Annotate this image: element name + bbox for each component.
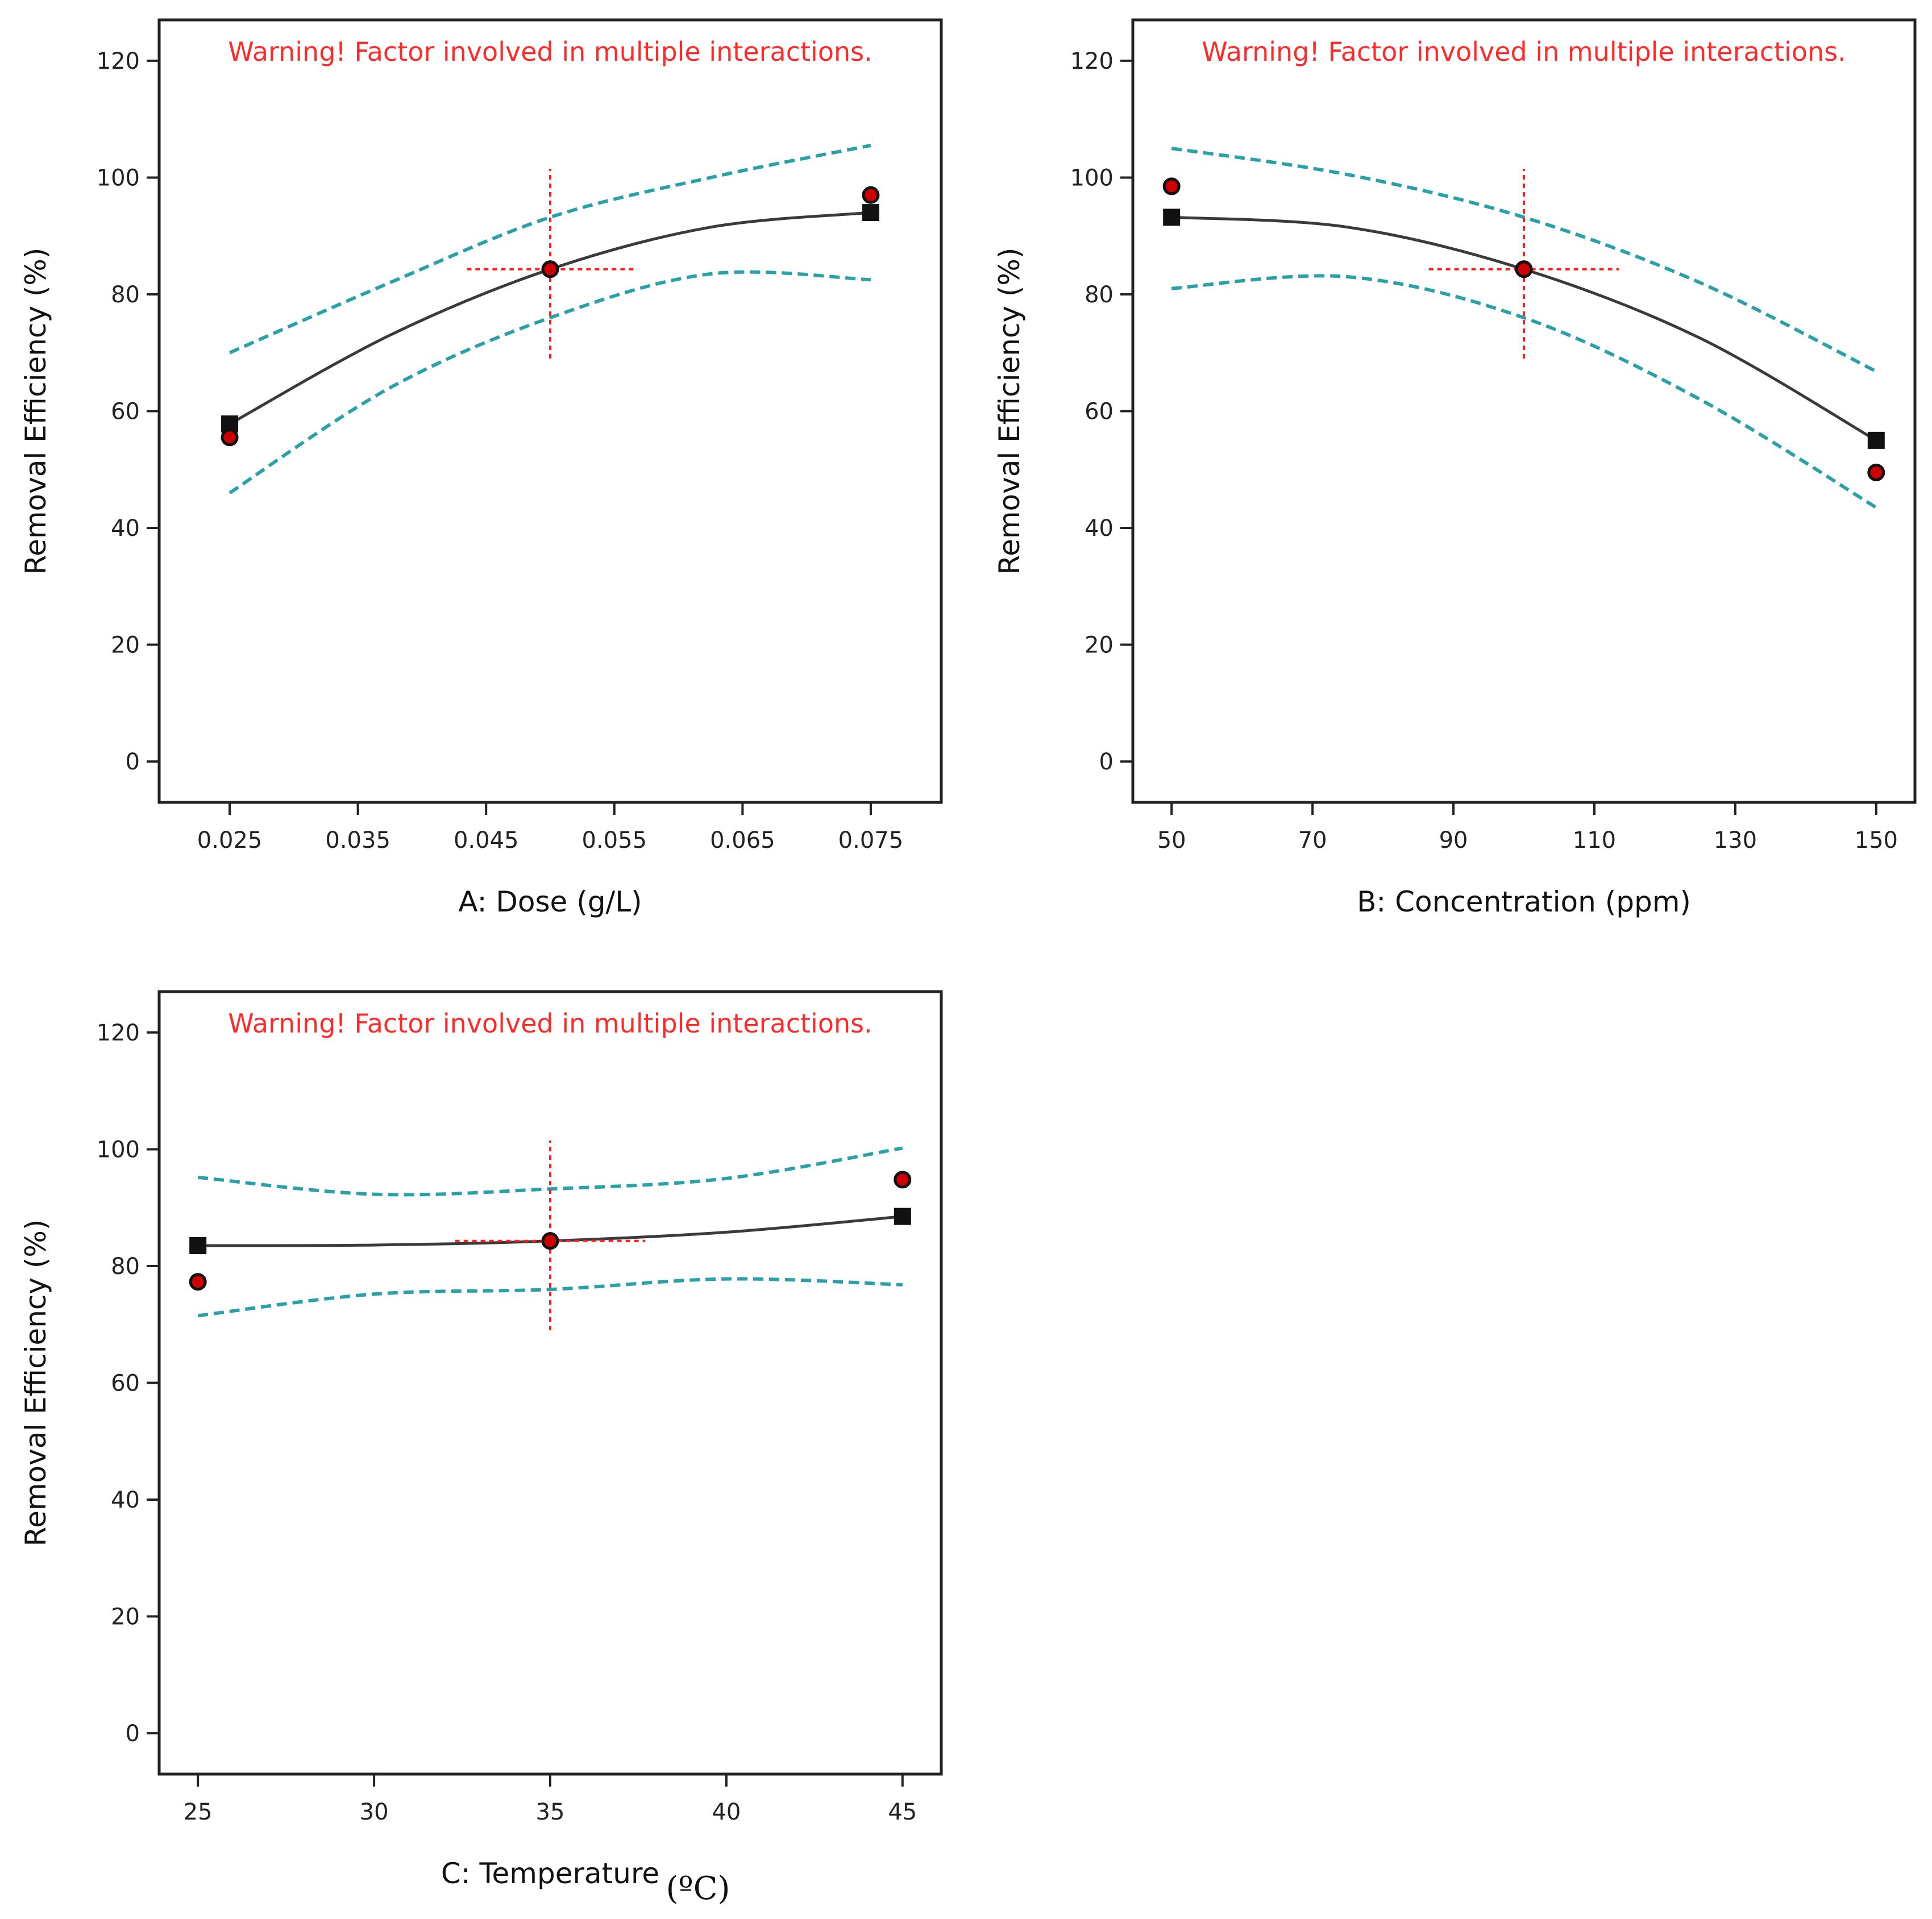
y-tick-label: 20	[111, 632, 140, 659]
chart-panel-2: 0 20 40 60 80 100 120 50 70 90 110 130 150 Warning! F…	[993, 18, 1917, 918]
lower-confidence-band	[197, 1277, 903, 1318]
x-tick-label: 150	[1855, 827, 1898, 854]
design-point	[221, 428, 239, 447]
x-tick-label: 35	[536, 1799, 565, 1825]
plot-frame	[157, 990, 943, 1776]
x-tick-label: 0.025	[197, 827, 263, 854]
y-tick-label: 40	[111, 1487, 140, 1513]
x-tick-label: 50	[1157, 827, 1186, 854]
y-tick-label: 100	[97, 1137, 140, 1163]
y-axis-title: Removal Efficiency (%)	[993, 248, 1026, 575]
lower-confidence-band	[228, 270, 871, 494]
x-tick-label: 70	[1298, 827, 1327, 854]
y-tick-label: 0	[126, 1721, 140, 1747]
x-tick-label: 0.045	[454, 827, 519, 854]
lower-confidence-band	[1171, 274, 1877, 509]
warning-message: Warning! Factor involved in multiple int…	[1202, 36, 1846, 67]
x-tick-label: 130	[1714, 827, 1757, 854]
chart-panel-1: 0 20 40 60 80 100 120 0.025 0.035 0.045 0.055 0.065…	[19, 18, 943, 918]
y-axis-title: Removal Efficiency (%)	[19, 248, 52, 575]
x-tick-label: 0.075	[838, 827, 904, 854]
y-tick-label: 0	[126, 749, 140, 775]
y-tick-label: 80	[111, 282, 140, 308]
y-tick-label: 60	[1085, 399, 1114, 425]
upper-confidence-band	[228, 143, 871, 355]
predicted-marker	[862, 204, 879, 222]
x-tick-label: 40	[712, 1799, 741, 1825]
design-point	[862, 186, 880, 204]
y-tick-label: 40	[1085, 515, 1114, 542]
x-tick-label: 45	[888, 1799, 917, 1825]
design-point	[894, 1171, 912, 1189]
x-tick-label: 90	[1439, 827, 1468, 854]
design-point	[541, 260, 559, 278]
y-tick-label: 120	[1070, 48, 1114, 74]
y-tick-label: 0	[1099, 749, 1114, 775]
design-point	[1867, 463, 1885, 481]
x-tick-label: 110	[1573, 827, 1616, 854]
x-axis-unit: (ºC)	[666, 1870, 730, 1907]
x-tick-label: 30	[360, 1799, 389, 1825]
x-tick-label: 25	[184, 1799, 213, 1825]
design-point	[1515, 260, 1533, 278]
y-tick-label: 20	[1085, 632, 1114, 659]
y-tick-label: 60	[111, 399, 140, 425]
x-tick-label: 0.055	[582, 827, 647, 854]
warning-message: Warning! Factor involved in multiple int…	[228, 1008, 872, 1039]
predicted-marker	[1867, 431, 1885, 449]
y-tick-label: 60	[111, 1371, 140, 1397]
predicted-marker	[189, 1237, 207, 1255]
y-tick-label: 100	[97, 165, 140, 191]
y-tick-label: 40	[111, 515, 140, 542]
y-tick-label: 80	[1085, 282, 1114, 308]
upper-confidence-band	[197, 1146, 903, 1197]
y-tick-label: 20	[111, 1604, 140, 1630]
plot-frame	[157, 18, 943, 804]
upper-confidence-band	[1171, 147, 1877, 373]
x-tick-label: 0.035	[325, 827, 390, 854]
y-tick-label: 120	[97, 48, 140, 74]
x-axis-title: C: Temperature	[441, 1857, 659, 1890]
y-axis-title: Removal Efficiency (%)	[19, 1219, 52, 1547]
design-point	[1162, 177, 1181, 195]
predicted-marker	[1163, 209, 1181, 226]
y-tick-label: 120	[97, 1020, 140, 1046]
chart-panel-3: 0 20 40 60 80 100 120 25 30 35 40 45 Warning! Factor…	[19, 990, 943, 1907]
design-point	[541, 1232, 559, 1250]
warning-message: Warning! Factor involved in multiple int…	[228, 36, 872, 67]
y-tick-label: 100	[1070, 165, 1114, 191]
y-tick-label: 80	[111, 1254, 140, 1280]
design-point	[189, 1273, 207, 1291]
plot-frame	[1131, 18, 1917, 804]
predicted-marker	[894, 1208, 911, 1225]
x-axis-title: B: Concentration (ppm)	[1357, 885, 1691, 918]
x-tick-label: 0.065	[710, 827, 775, 854]
x-axis-title: A: Dose (g/L)	[458, 885, 642, 918]
